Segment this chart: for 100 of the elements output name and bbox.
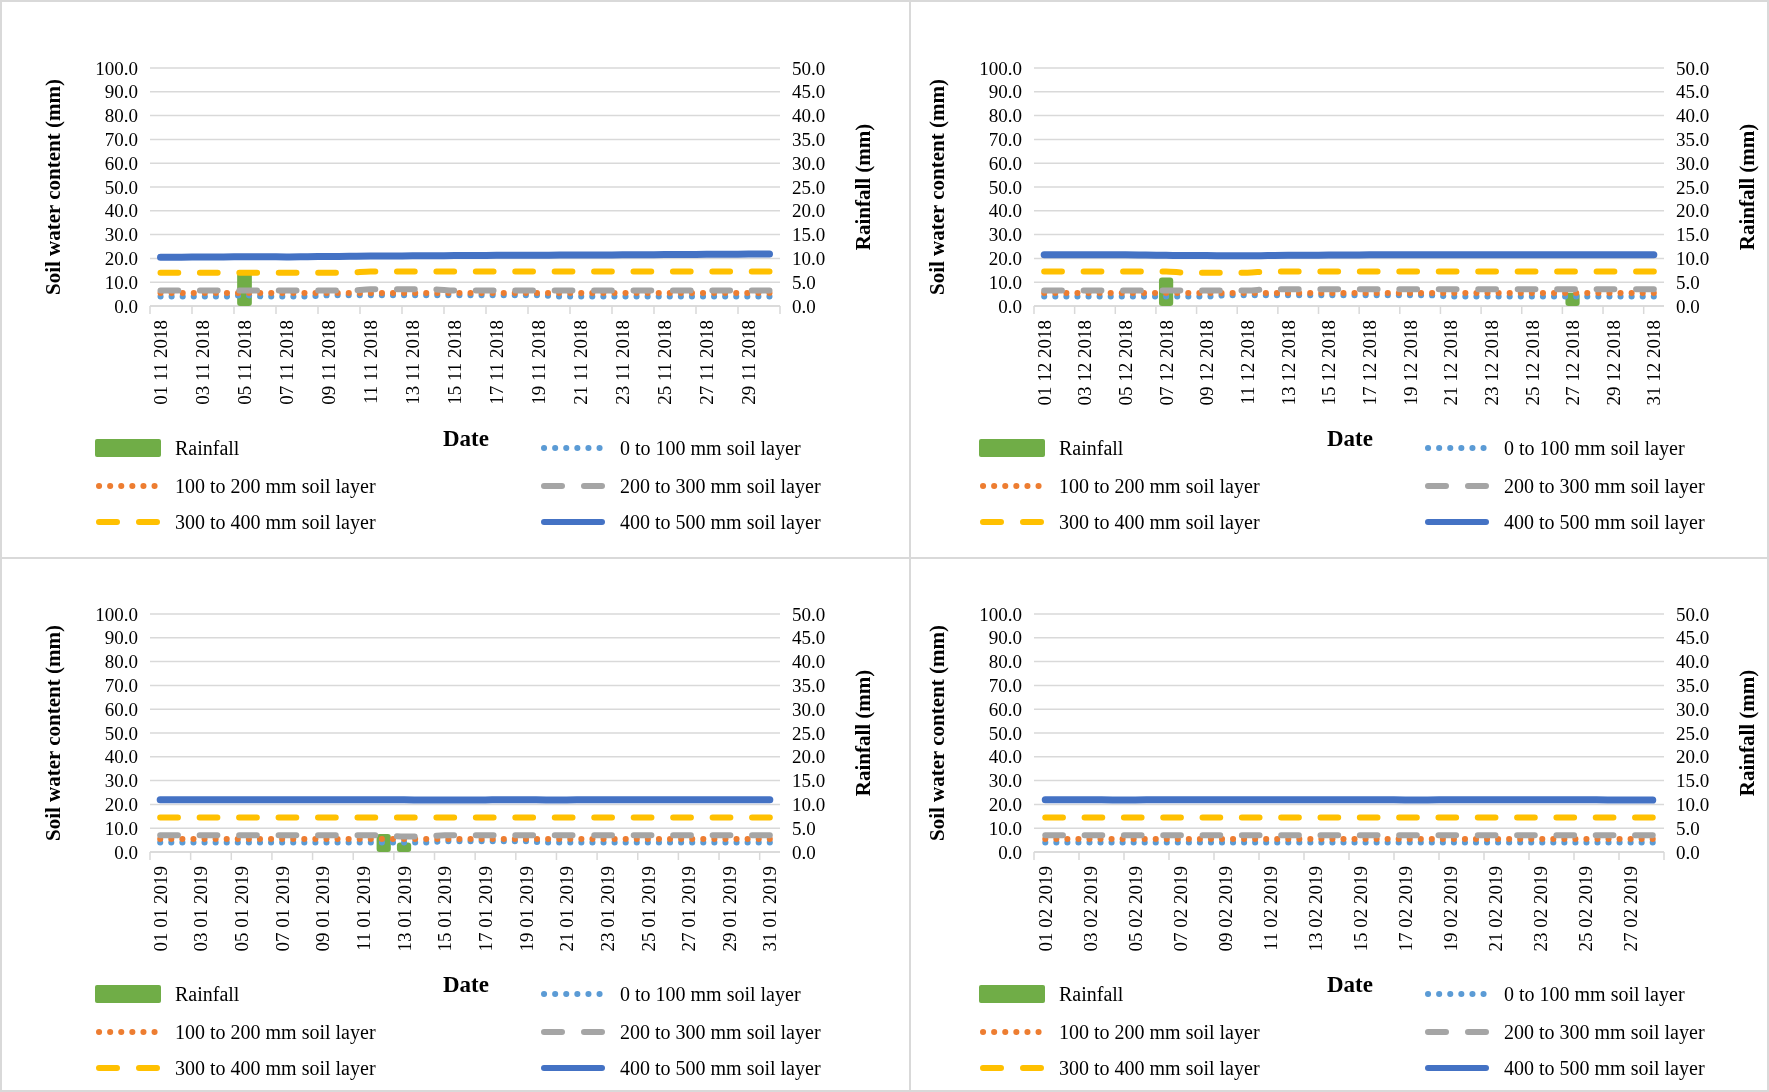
- y2-tick-label: 20.0: [1676, 746, 1710, 768]
- x-tick-label: 17 02 2019: [1394, 866, 1416, 952]
- x-axis-title: Date: [443, 972, 489, 997]
- x-tick-label: 03 12 2018: [1074, 320, 1096, 406]
- y2-tick-label: 15.0: [1676, 224, 1710, 246]
- y2-tick-label: 20.0: [1676, 200, 1710, 222]
- x-tick-label: 09 01 2019: [312, 866, 334, 952]
- legend-label: 400 to 500 mm soil layer: [620, 511, 821, 534]
- y2-tick-label: 20.0: [792, 746, 826, 768]
- y-tick-label: 60.0: [988, 152, 1022, 174]
- y-tick-label: 80.0: [988, 651, 1022, 673]
- x-tick-label: 27 12 2018: [1562, 320, 1584, 406]
- y-axis-title: Soil water content (mm): [41, 625, 65, 841]
- legend-label: 100 to 200 mm soil layer: [1059, 1021, 1260, 1044]
- x-tick-label: 19 11 2018: [528, 320, 550, 405]
- y-tick-label: 20.0: [104, 248, 138, 270]
- y-tick-label: 40.0: [104, 746, 138, 768]
- y2-tick-label: 10.0: [1676, 248, 1710, 270]
- y2-tick-label: 40.0: [1676, 651, 1710, 673]
- y2-tick-label: 25.0: [792, 722, 826, 744]
- y2-tick-label: 10.0: [792, 248, 826, 270]
- legend-label: 200 to 300 mm soil layer: [1504, 475, 1705, 498]
- legend-label: 0 to 100 mm soil layer: [620, 437, 801, 460]
- y2-tick-label: 0.0: [792, 841, 816, 863]
- y-tick-label: 100.0: [979, 57, 1022, 79]
- legend-label: Rainfall: [1059, 983, 1124, 1005]
- y-tick-label: 30.0: [104, 224, 138, 246]
- x-tick-label: 03 11 2018: [192, 320, 214, 405]
- y-tick-label: 10.0: [104, 271, 138, 293]
- y2-tick-label: 35.0: [1676, 675, 1710, 697]
- legend-label: Rainfall: [1059, 437, 1124, 459]
- y2-tick-label: 45.0: [792, 81, 826, 103]
- legend-label: 300 to 400 mm soil layer: [175, 511, 376, 534]
- x-tick-label: 15 12 2018: [1318, 320, 1340, 406]
- x-tick-label: 11 11 2018: [360, 320, 382, 405]
- x-tick-label: 21 12 2018: [1440, 320, 1462, 406]
- legend-label: 400 to 500 mm soil layer: [1504, 1057, 1705, 1080]
- y-tick-label: 40.0: [988, 200, 1022, 222]
- x-tick-label: 21 11 2018: [570, 320, 592, 405]
- y-tick-label: 20.0: [104, 794, 138, 816]
- x-tick-label: 09 11 2018: [318, 320, 340, 405]
- legend-label: 300 to 400 mm soil layer: [175, 1057, 376, 1080]
- legend-label: 200 to 300 mm soil layer: [620, 475, 821, 498]
- y-tick-label: 70.0: [988, 675, 1022, 697]
- y-tick-label: 20.0: [988, 248, 1022, 270]
- x-tick-label: 07 01 2019: [271, 866, 293, 952]
- y-tick-label: 90.0: [104, 627, 138, 649]
- x-tick-label: 23 11 2018: [612, 320, 634, 405]
- y-tick-label: 30.0: [988, 770, 1022, 792]
- y2-tick-label: 25.0: [1676, 722, 1710, 744]
- x-tick-label: 15 01 2019: [434, 866, 456, 952]
- y-tick-label: 50.0: [988, 722, 1022, 744]
- x-tick-label: 31 12 2018: [1643, 320, 1665, 406]
- y2-tick-label: 0.0: [792, 295, 816, 317]
- y2-tick-label: 5.0: [1676, 817, 1700, 839]
- x-tick-label: 07 11 2018: [276, 320, 298, 405]
- y2-tick-label: 50.0: [1676, 57, 1710, 79]
- y2-tick-label: 40.0: [1676, 105, 1710, 127]
- x-tick-label: 25 01 2019: [637, 866, 659, 952]
- y2-tick-label: 45.0: [1676, 81, 1710, 103]
- y2-tick-label: 25.0: [792, 176, 826, 198]
- y2-tick-label: 25.0: [1676, 176, 1710, 198]
- x-tick-label: 11 01 2019: [353, 866, 375, 951]
- x-tick-label: 09 02 2019: [1214, 866, 1236, 952]
- legend-label: Rainfall: [175, 437, 240, 459]
- y-tick-label: 0.0: [114, 841, 138, 863]
- x-tick-label: 05 02 2019: [1124, 866, 1146, 952]
- x-tick-label: 01 02 2019: [1034, 866, 1056, 952]
- legend-label: 300 to 400 mm soil layer: [1059, 1057, 1260, 1080]
- x-tick-label: 07 02 2019: [1169, 866, 1191, 952]
- x-tick-label: 03 02 2019: [1079, 866, 1101, 952]
- y2-tick-label: 35.0: [792, 675, 826, 697]
- y2-tick-label: 45.0: [1676, 627, 1710, 649]
- x-tick-label: 07 12 2018: [1155, 320, 1177, 406]
- legend-label: 0 to 100 mm soil layer: [1504, 983, 1685, 1006]
- legend-label: 300 to 400 mm soil layer: [1059, 511, 1260, 534]
- y-tick-label: 10.0: [104, 817, 138, 839]
- y2-tick-label: 5.0: [792, 271, 816, 293]
- x-tick-label: 11 02 2019: [1259, 866, 1281, 951]
- y2-tick-label: 15.0: [792, 770, 826, 792]
- y2-axis-title: Rainfall (mm): [1735, 669, 1759, 797]
- x-tick-label: 11 12 2018: [1237, 320, 1259, 405]
- legend-label: 100 to 200 mm soil layer: [1059, 475, 1260, 498]
- y-tick-label: 100.0: [95, 57, 138, 79]
- y-tick-label: 70.0: [104, 129, 138, 151]
- x-tick-label: 13 12 2018: [1277, 320, 1299, 406]
- x-axis-title: Date: [443, 426, 489, 451]
- y2-tick-label: 30.0: [1676, 152, 1710, 174]
- legend-label: 100 to 200 mm soil layer: [175, 475, 376, 498]
- x-tick-label: 29 01 2019: [718, 866, 740, 952]
- y2-tick-label: 15.0: [1676, 770, 1710, 792]
- x-tick-label: 23 12 2018: [1480, 320, 1502, 406]
- legend-label: 200 to 300 mm soil layer: [1504, 1021, 1705, 1044]
- y-tick-label: 10.0: [988, 271, 1022, 293]
- x-tick-label: 19 02 2019: [1439, 866, 1461, 952]
- y-tick-label: 50.0: [104, 176, 138, 198]
- y-tick-label: 100.0: [95, 603, 138, 625]
- x-tick-label: 15 11 2018: [444, 320, 466, 405]
- x-axis-title: Date: [1327, 972, 1373, 997]
- y2-tick-label: 5.0: [1676, 271, 1700, 293]
